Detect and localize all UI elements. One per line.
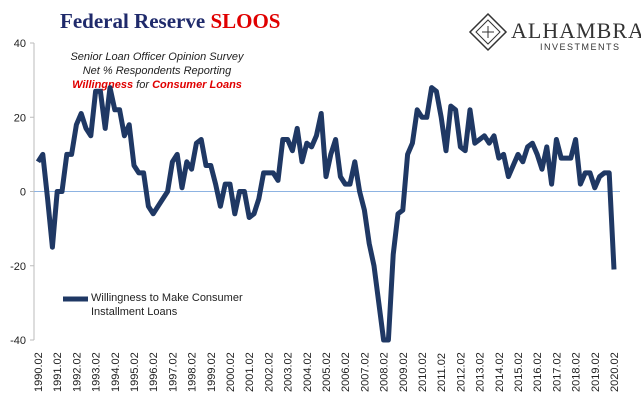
- chart-title: Federal Reserve SLOOS: [60, 9, 280, 33]
- x-tick-label: 2007.02: [359, 352, 371, 392]
- x-tick-label: 2017.02: [551, 352, 563, 392]
- x-tick-label: 2002.02: [263, 352, 275, 392]
- x-tick-label: 2012.02: [455, 352, 467, 392]
- annotation: Senior Loan Officer Opinion Survey Net %…: [70, 51, 245, 91]
- x-tick-label: 2004.02: [302, 352, 314, 392]
- x-tick-label: 2018.02: [571, 352, 583, 392]
- title-main: Federal Reserve: [60, 9, 205, 33]
- x-tick-label: 1999.02: [206, 352, 218, 392]
- data-line: [35, 85, 617, 343]
- y-tick-label: 20: [14, 112, 26, 124]
- annotation-line: Net % Respondents Reporting: [83, 65, 232, 77]
- x-tick-label: 2009.02: [398, 352, 410, 392]
- title-highlight: SLOOS: [210, 9, 280, 33]
- y-tick-label: -20: [10, 261, 26, 273]
- logo: ALHAMBRA INVESTMENTS: [468, 12, 641, 52]
- annotation-line: Willingness for Consumer Loans: [72, 79, 242, 91]
- logo-diamond: [468, 12, 508, 52]
- x-tick-label: 2003.02: [283, 352, 295, 392]
- x-tick-label: 1994.02: [110, 352, 122, 392]
- logo-cross: [482, 26, 494, 38]
- legend: Willingness to Make Consumer Installment…: [91, 292, 243, 318]
- x-tick-label: 1990.02: [33, 352, 45, 392]
- x-tick-label: 1997.02: [167, 352, 179, 392]
- x-tick-label: 2016.02: [532, 352, 544, 392]
- logo-diamond-inner: [475, 19, 501, 45]
- x-tick-label: 2000.02: [225, 352, 237, 392]
- annotation-highlight: Consumer Loans: [152, 79, 242, 91]
- x-tick-label: 2005.02: [321, 352, 333, 392]
- logo-tagline: INVESTMENTS: [540, 42, 621, 52]
- x-tick-label: 2014.02: [494, 352, 506, 392]
- y-tick-label: 0: [20, 187, 26, 199]
- annotation-line: Senior Loan Officer Opinion Survey: [70, 51, 245, 63]
- x-tick-label: 2008.02: [379, 352, 391, 392]
- x-tick-label: 2011.02: [436, 353, 448, 392]
- x-tick-label: 2015.02: [513, 352, 525, 392]
- x-tick-label: 1992.02: [71, 352, 83, 392]
- x-tick-label: 2020.02: [609, 352, 621, 392]
- x-tick-label: 2013.02: [475, 352, 487, 392]
- x-tick-label: 2019.02: [590, 352, 602, 392]
- x-tick-label: 1996.02: [148, 352, 160, 392]
- x-tick-label: 2010.02: [417, 352, 429, 392]
- x-tick-label: 1993.02: [91, 352, 103, 392]
- y-tick-label: -40: [10, 335, 26, 347]
- x-tick-label: 2006.02: [340, 352, 352, 392]
- x-tick-label: 1995.02: [129, 352, 141, 392]
- legend-label: Willingness to Make Consumer Installment…: [91, 292, 243, 318]
- annotation-text: for: [136, 79, 150, 91]
- logo-name: ALHAMBRA: [511, 18, 641, 43]
- x-tick-label: 1998.02: [187, 352, 199, 392]
- y-tick-label: 40: [14, 38, 26, 50]
- x-tick-label: 1991.02: [52, 352, 64, 392]
- annotation-highlight: Willingness: [72, 79, 133, 91]
- x-tick-label: 2001.02: [244, 352, 256, 392]
